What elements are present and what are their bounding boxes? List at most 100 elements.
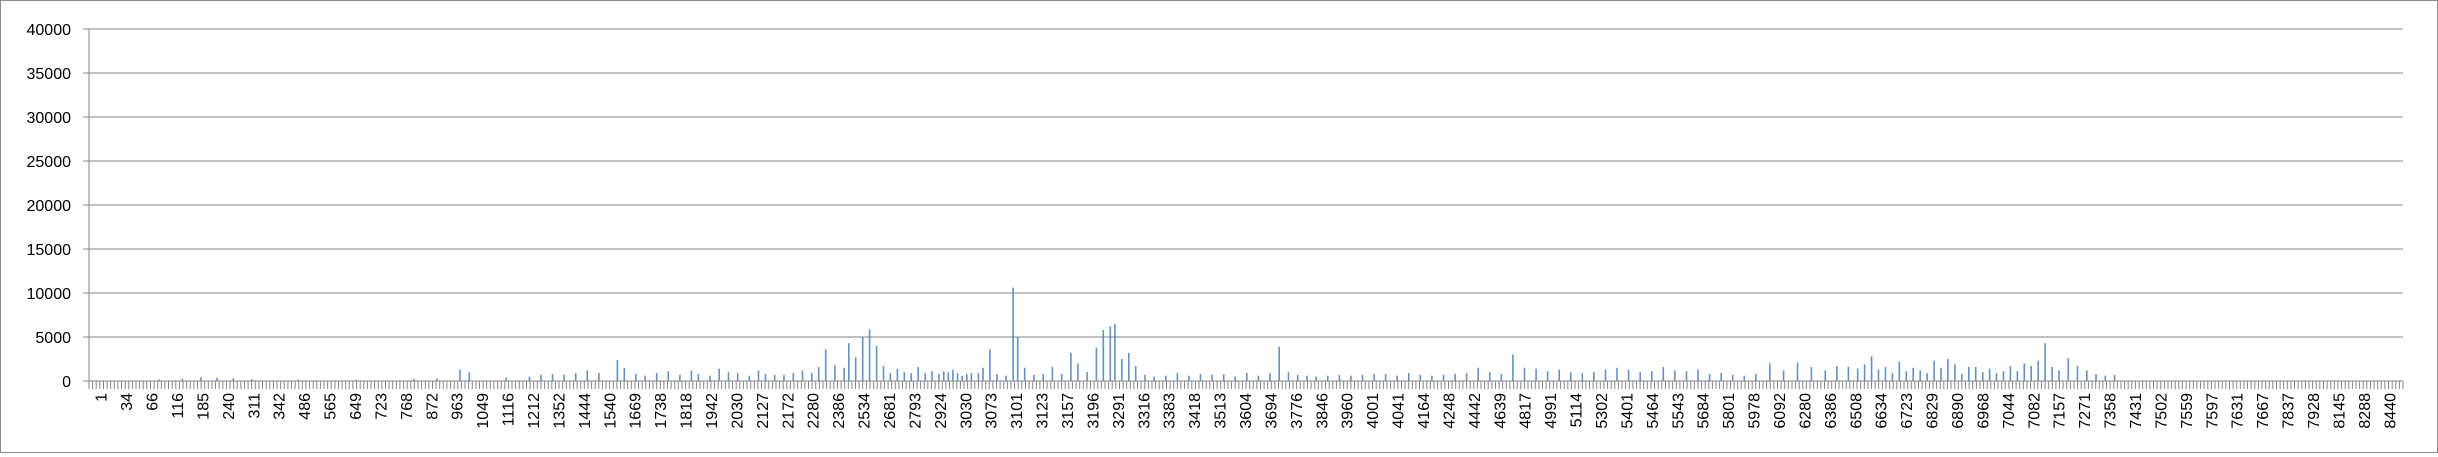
bar — [505, 377, 508, 381]
x-tick-label: 5801 — [1721, 393, 1738, 429]
bar — [1408, 373, 1410, 381]
bar — [655, 373, 658, 381]
bar — [1912, 367, 1914, 381]
x-tick-label: 311 — [246, 393, 263, 419]
bar — [843, 367, 845, 381]
bar — [1095, 347, 1098, 381]
bar — [727, 372, 730, 381]
bar — [868, 329, 871, 381]
bar — [1500, 374, 1503, 381]
x-tick-label: 5464 — [1645, 393, 1662, 429]
bar — [824, 349, 827, 381]
x-tick-label: 3030 — [958, 393, 975, 429]
x-tick-label: 7271 — [2077, 393, 2094, 429]
y-tick-label: 40000 — [27, 22, 72, 39]
bar — [996, 374, 998, 381]
bar — [1153, 376, 1155, 381]
x-tick-label: 6968 — [1975, 393, 1992, 429]
bar — [616, 359, 619, 381]
x-tick-label: 1049 — [475, 393, 492, 429]
bar — [1060, 374, 1063, 381]
bar — [1114, 323, 1116, 381]
x-tick-label: 8440 — [2382, 393, 2399, 429]
bar — [854, 357, 857, 381]
y-tick-label: 30000 — [27, 110, 72, 127]
x-tick-label: 116 — [170, 393, 187, 419]
bar — [1176, 373, 1179, 381]
bar — [1947, 359, 1949, 381]
x-tick-label: 3157 — [1060, 393, 1077, 429]
bar — [2030, 366, 2032, 381]
x-tick-label: 66 — [145, 393, 162, 411]
bar — [563, 374, 565, 381]
bar — [896, 368, 899, 381]
x-tick-label: 7928 — [2306, 393, 2323, 429]
bar — [1234, 376, 1236, 381]
x-tick-label: 8145 — [2331, 393, 2348, 429]
bar — [942, 371, 945, 381]
x-tick-label: 1 — [94, 393, 111, 402]
bar — [1546, 371, 1549, 381]
bar — [1905, 371, 1908, 381]
bar — [1782, 370, 1785, 381]
bar — [970, 373, 973, 381]
bar — [2113, 374, 2116, 381]
x-tick-label: 1540 — [602, 393, 619, 429]
x-tick-label: 1818 — [679, 393, 696, 429]
bar — [1981, 372, 1984, 381]
bar — [718, 368, 720, 381]
x-tick-label: 3101 — [1009, 393, 1026, 429]
bar — [1954, 364, 1956, 381]
bar — [586, 370, 589, 381]
bar — [1165, 375, 1167, 381]
x-tick-label: 2030 — [729, 393, 746, 429]
bar — [679, 374, 681, 381]
bar — [1023, 367, 1026, 381]
x-tick-label: 2386 — [831, 393, 848, 429]
bar — [709, 375, 711, 381]
bar — [924, 373, 926, 381]
bar — [528, 376, 531, 381]
bar — [1070, 352, 1072, 381]
bar — [1477, 367, 1479, 381]
x-tick-label: 1116 — [501, 393, 518, 426]
x-tick-label: 7044 — [2001, 393, 2018, 429]
bars — [158, 287, 2116, 381]
bar — [834, 365, 836, 381]
bar — [574, 373, 577, 381]
bar — [690, 370, 693, 381]
x-tick-label: 7157 — [2052, 393, 2069, 429]
bar — [1077, 363, 1079, 381]
bar — [355, 379, 357, 381]
x-tick-label: 3776 — [1289, 393, 1306, 429]
x-tick-label: 5684 — [1696, 393, 1713, 429]
x-tick-label: 2534 — [857, 393, 874, 429]
bar — [251, 379, 253, 381]
bar — [1685, 371, 1688, 381]
x-tick-label: 5543 — [1670, 393, 1687, 429]
bar — [1188, 375, 1190, 381]
bar — [1211, 374, 1213, 381]
bar — [181, 378, 184, 381]
x-tick-label: 2127 — [755, 393, 772, 429]
y-tick-label: 10000 — [27, 286, 72, 303]
bar — [1109, 326, 1112, 381]
bar — [2051, 366, 2053, 381]
bar — [1968, 366, 1970, 381]
bar — [757, 370, 760, 381]
bar — [1847, 366, 1850, 381]
x-tick-label: 5302 — [1594, 393, 1611, 429]
x-tick-label: 2280 — [806, 393, 823, 429]
bar — [783, 374, 785, 381]
bar — [1199, 374, 1202, 381]
x-tick-label: 1942 — [704, 393, 721, 429]
y-tick-label: 25000 — [27, 154, 72, 171]
bar — [938, 374, 940, 381]
bar — [1674, 370, 1676, 381]
x-tick-label: 963 — [450, 393, 467, 420]
bar — [1465, 373, 1468, 381]
x-tick-label: 342 — [272, 393, 289, 420]
y-tick-label: 5000 — [35, 330, 71, 347]
bar — [1926, 373, 1928, 381]
bar — [1651, 371, 1653, 381]
